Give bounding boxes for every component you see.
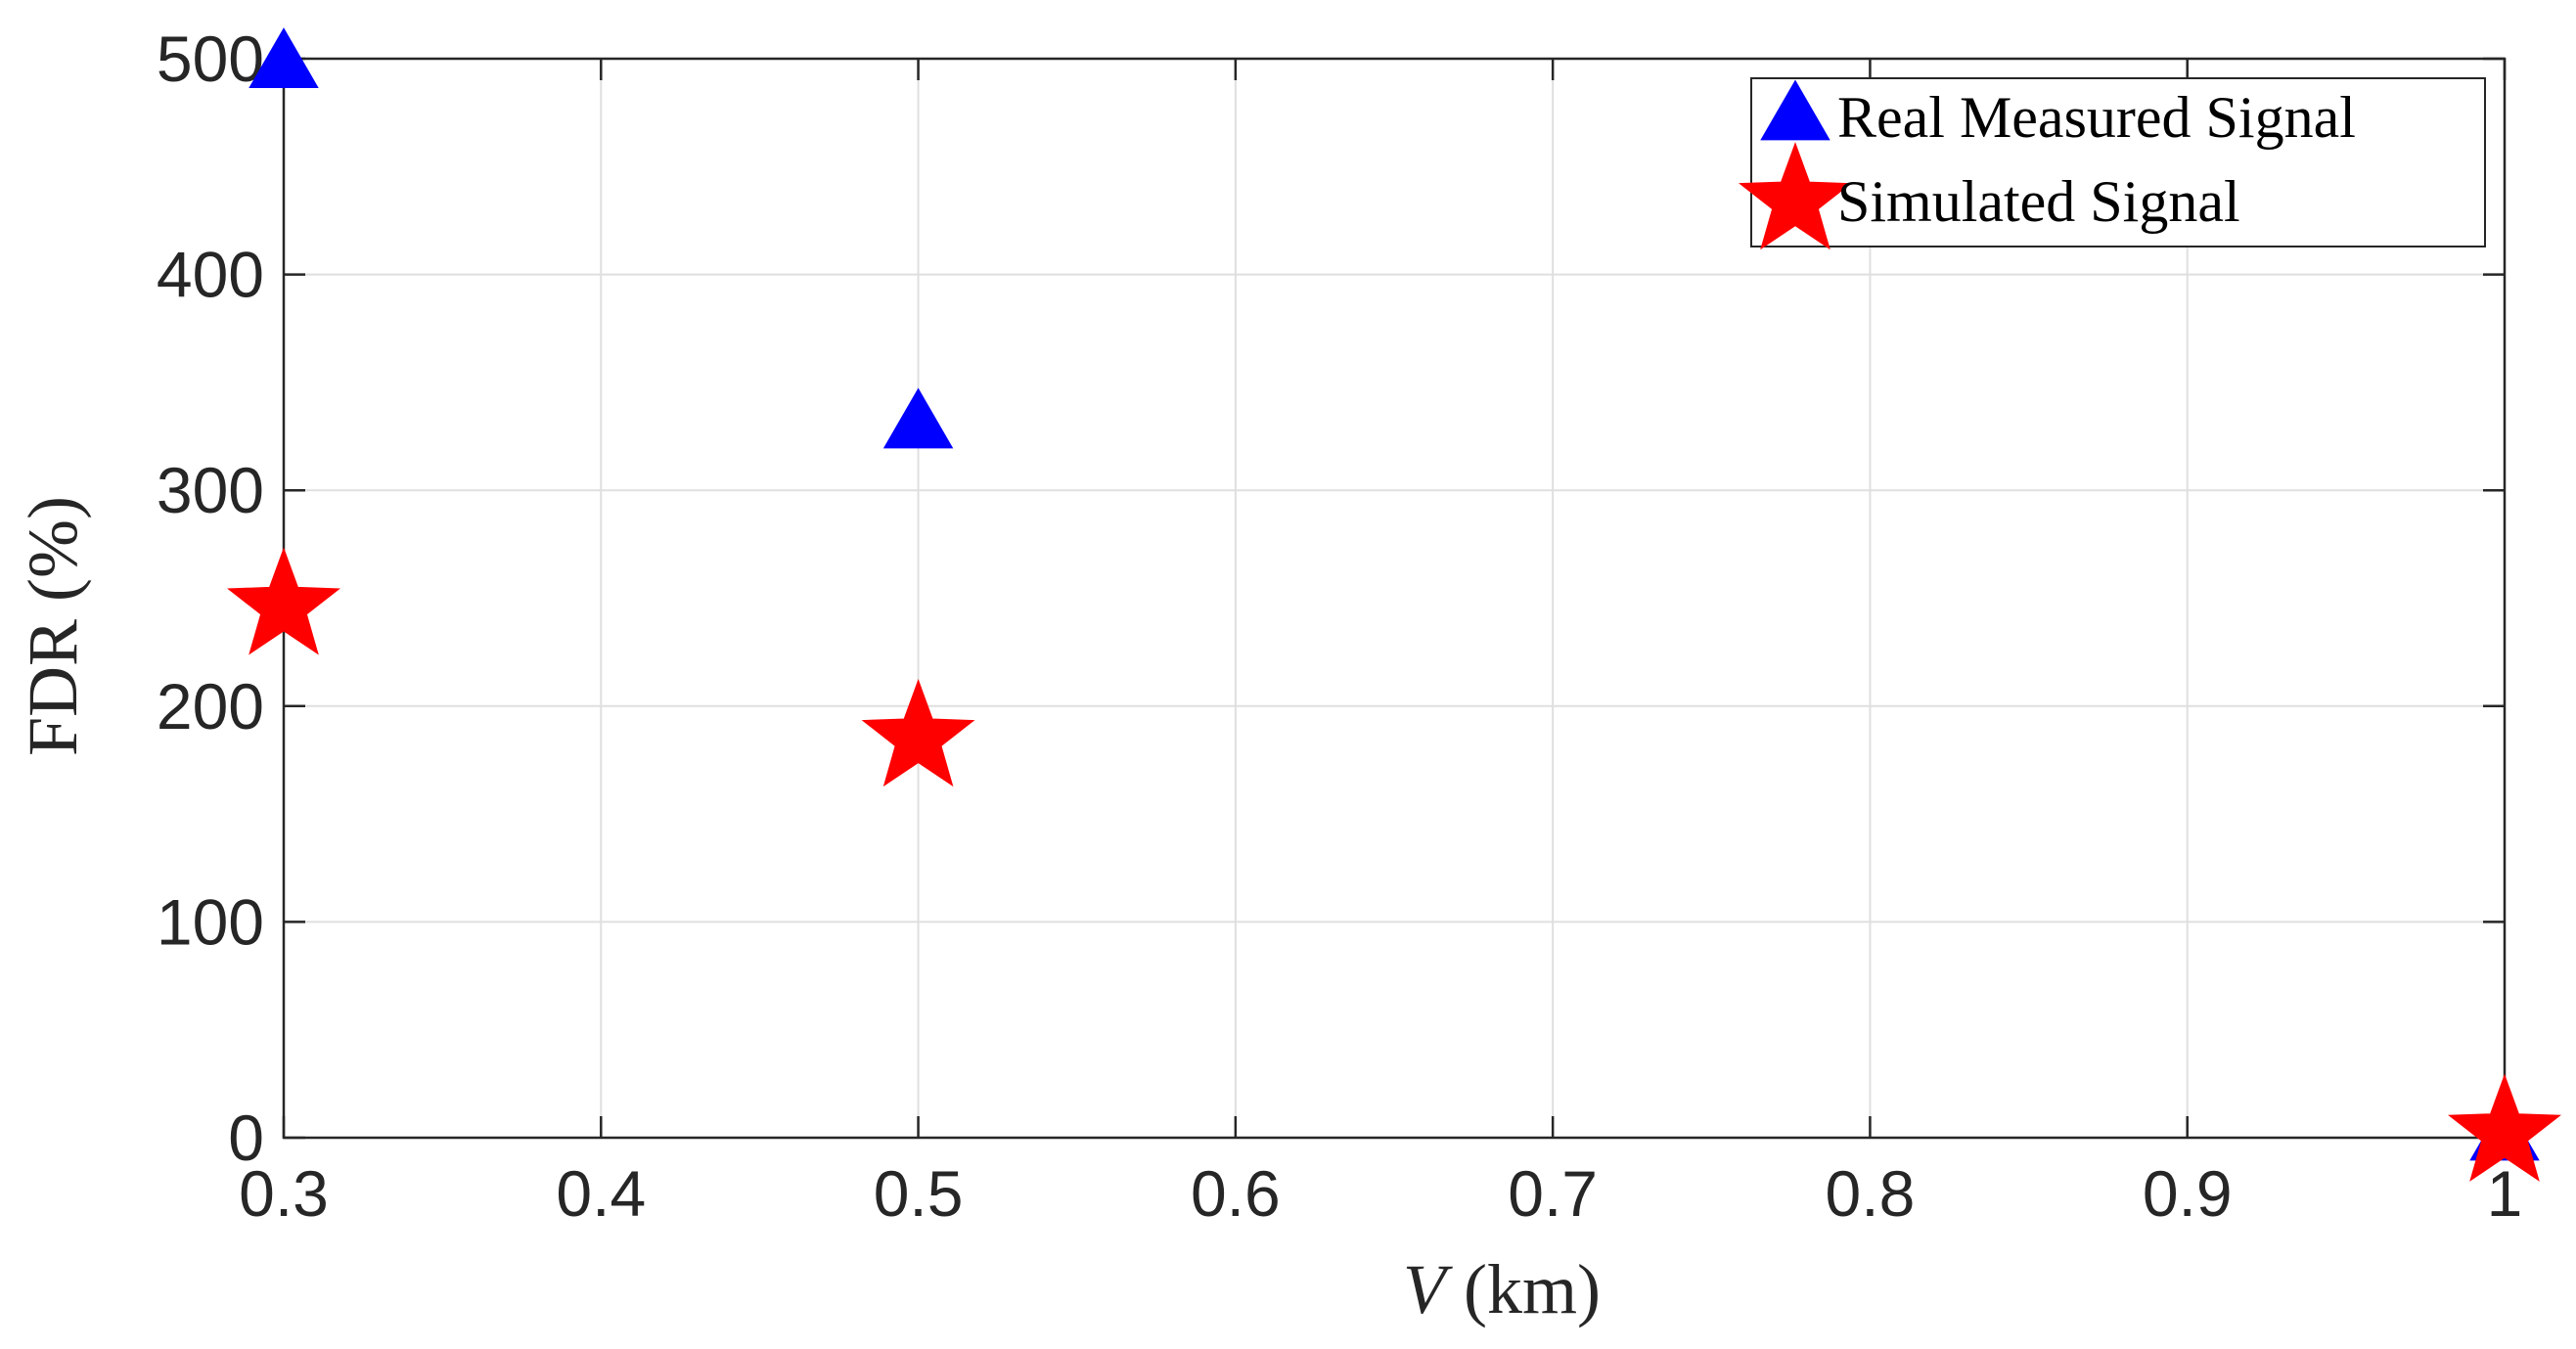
y-tick-label: 300 bbox=[157, 454, 264, 526]
legend: Real Measured Signal Simulated Signal bbox=[1739, 77, 2486, 250]
x-axis-variable: V bbox=[1403, 1250, 1453, 1328]
x-tick-label: 0.3 bbox=[239, 1157, 329, 1230]
x-tick-label: 0.5 bbox=[874, 1157, 964, 1230]
simulated-point bbox=[2448, 1073, 2561, 1182]
y-axis-label: FDR (%) bbox=[14, 496, 92, 756]
y-tick-label: 200 bbox=[157, 670, 264, 742]
legend-box bbox=[1750, 77, 2486, 247]
legend-triangle-icon bbox=[1760, 79, 1830, 141]
x-axis-label: V (km) bbox=[1403, 1250, 1601, 1328]
simulated-point bbox=[861, 678, 975, 787]
real-measured-point bbox=[249, 27, 319, 88]
x-tick-label: 0.8 bbox=[1826, 1157, 1916, 1230]
x-tick-label: 0.7 bbox=[1508, 1157, 1598, 1230]
legend-star-icon bbox=[1739, 142, 1852, 250]
ticks: 0.3 0.4 0.5 0.6 0.7 0.8 0.9 1 0 100 200 300 400 500 bbox=[157, 22, 2522, 1230]
legend-entry-label: Real Measured Signal bbox=[1837, 85, 2356, 150]
data-points bbox=[227, 27, 2561, 1182]
x-tick-label: 0.9 bbox=[2143, 1157, 2233, 1230]
real-measured-point bbox=[882, 387, 954, 449]
x-tick-label: 1 bbox=[2487, 1157, 2523, 1230]
y-tick-label: 0 bbox=[228, 1102, 264, 1174]
x-tick-label: 0.6 bbox=[1191, 1157, 1281, 1230]
legend-entry-label: Simulated Signal bbox=[1837, 169, 2240, 234]
y-tick-label: 100 bbox=[157, 885, 264, 958]
x-axis-unit: (km) bbox=[1446, 1250, 1601, 1328]
y-tick-label: 400 bbox=[157, 239, 264, 311]
x-tick-label: 0.4 bbox=[556, 1157, 646, 1230]
simulated-point bbox=[227, 547, 340, 655]
y-tick-label: 500 bbox=[157, 22, 264, 95]
